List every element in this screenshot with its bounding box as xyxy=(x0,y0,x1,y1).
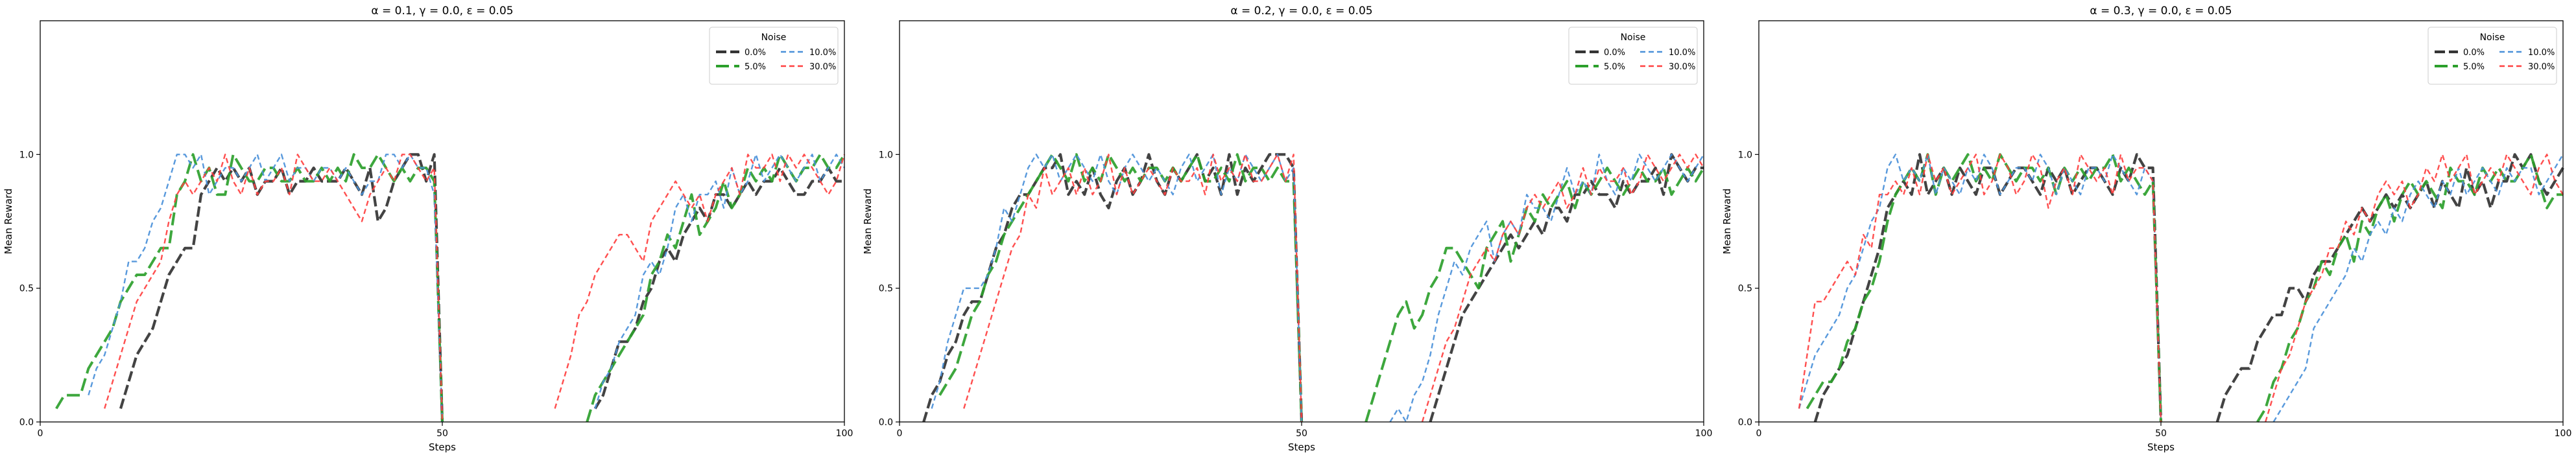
y-tick-label: 0.0 xyxy=(1738,417,1752,428)
y-axis-label: Mean Reward xyxy=(862,189,874,255)
series-line-10-0pct-seg-2 xyxy=(1389,154,1705,423)
chart-panel-2: α = 0.2, γ = 0.0, ε = 0.05 0 50 100 0.0 0.5 1.… xyxy=(862,5,1712,453)
x-tick-label: 50 xyxy=(1296,428,1307,439)
legend-entry: 5.0% xyxy=(2463,62,2485,72)
series-line-5-0pct-seg-1 xyxy=(938,153,1303,423)
legend: Noise 0.0% 5.0% 10.0% 30.0% xyxy=(2427,27,2557,85)
legend-title: Noise xyxy=(761,32,787,43)
y-tick-label: 0.0 xyxy=(879,417,893,428)
series-line-0-0pct-seg-2 xyxy=(1429,153,1704,423)
series-line-30-0pct-seg-1 xyxy=(1798,154,2162,423)
series-group xyxy=(922,153,1705,423)
y-tick-label: 0.0 xyxy=(19,417,34,428)
series-line-0-0pct-seg-1 xyxy=(119,153,444,423)
series-line-10-0pct-seg-1 xyxy=(88,154,444,423)
series-line-10-0pct-seg-2 xyxy=(2272,154,2564,423)
legend-entry: 30.0% xyxy=(2528,62,2555,72)
series-line-30-0pct-seg-1 xyxy=(104,154,444,423)
x-tick-label: 100 xyxy=(2555,428,2572,439)
legend-box xyxy=(709,27,839,85)
legend-entry: 5.0% xyxy=(745,62,766,72)
x-tick-label: 50 xyxy=(2155,428,2167,439)
x-tick-label: 0 xyxy=(38,428,43,439)
legend-entry: 10.0% xyxy=(809,48,836,58)
chart-panel-1: α = 0.1, γ = 0.0, ε = 0.05 0 50 100 0.0 0.5 1.… xyxy=(3,5,853,453)
x-axis-label: Steps xyxy=(1288,441,1315,453)
legend-entry: 0.0% xyxy=(2463,48,2485,58)
legend-entry: 30.0% xyxy=(809,62,836,72)
x-tick-label: 100 xyxy=(836,428,853,439)
series-line-5-0pct-seg-2 xyxy=(586,153,846,423)
x-axis-label: Steps xyxy=(429,441,456,453)
legend-entry: 10.0% xyxy=(1669,48,1695,58)
y-axis-label: Mean Reward xyxy=(1721,189,1733,255)
y-tick-label: 0.5 xyxy=(879,284,893,294)
legend-entry: 0.0% xyxy=(745,48,766,58)
series-line-5-0pct-seg-1 xyxy=(55,153,444,423)
legend-entry: 10.0% xyxy=(2528,48,2555,58)
y-tick-label: 0.5 xyxy=(1738,284,1752,294)
series-line-0-0pct-seg-2 xyxy=(593,166,844,410)
series-line-10-0pct-seg-1 xyxy=(1798,154,2162,423)
legend: Noise 0.0% 5.0% 10.0% 30.0% xyxy=(709,27,839,85)
legend: Noise 0.0% 5.0% 10.0% 30.0% xyxy=(1568,27,1698,85)
legend-title: Noise xyxy=(2480,32,2505,43)
legend-entry: 30.0% xyxy=(1669,62,1695,72)
series-group xyxy=(55,153,846,423)
series-line-5-0pct-seg-1 xyxy=(1806,153,2162,423)
x-tick-label: 0 xyxy=(897,428,903,439)
y-axis-label: Mean Reward xyxy=(3,189,14,255)
chart-title: α = 0.3, γ = 0.0, ε = 0.05 xyxy=(2090,5,2232,18)
x-tick-label: 100 xyxy=(1695,428,1713,439)
series-line-30-0pct-seg-2 xyxy=(554,154,846,409)
series-line-30-0pct-seg-2 xyxy=(1421,154,1705,423)
chart-title: α = 0.1, γ = 0.0, ε = 0.05 xyxy=(371,5,513,18)
series-line-5-0pct-seg-2 xyxy=(1365,167,1705,423)
series-line-10-0pct-seg-2 xyxy=(594,154,846,409)
series-group xyxy=(1798,153,2564,423)
series-line-30-0pct-seg-2 xyxy=(2265,154,2564,423)
y-tick-label: 1.0 xyxy=(19,150,34,160)
legend-box xyxy=(1568,27,1698,85)
legend-entry: 5.0% xyxy=(1604,62,1625,72)
legend-title: Noise xyxy=(1621,32,1646,43)
series-line-0-0pct-seg-1 xyxy=(1813,153,2163,423)
x-axis-label: Steps xyxy=(2147,441,2175,453)
y-tick-label: 1.0 xyxy=(879,150,893,160)
y-tick-label: 1.0 xyxy=(1738,150,1752,160)
chart-title: α = 0.2, γ = 0.0, ε = 0.05 xyxy=(1230,5,1372,18)
x-tick-label: 50 xyxy=(436,428,448,439)
series-line-0-0pct-seg-1 xyxy=(922,153,1304,423)
y-tick-label: 0.5 xyxy=(19,284,34,294)
series-line-0-0pct-seg-2 xyxy=(2215,153,2564,423)
legend-box xyxy=(2427,27,2557,85)
series-line-5-0pct-seg-2 xyxy=(2256,153,2563,423)
legend-entry: 0.0% xyxy=(1604,48,1625,58)
chart-panel-3: α = 0.3, γ = 0.0, ε = 0.05 0 50 100 0.0 0.5 1.… xyxy=(1721,5,2571,453)
x-tick-label: 0 xyxy=(1756,428,1762,439)
